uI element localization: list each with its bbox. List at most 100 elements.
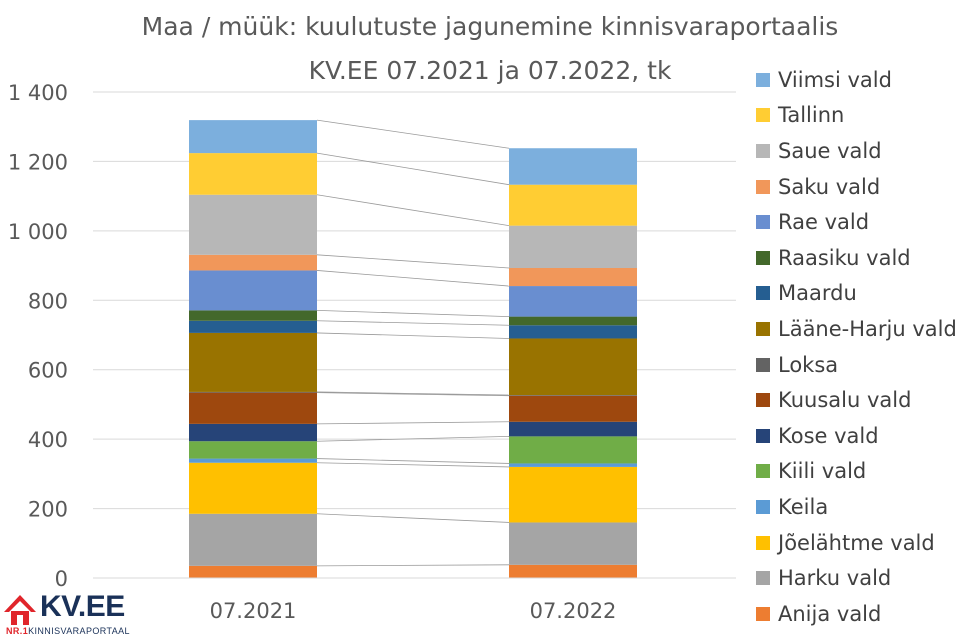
kv-ee-logo: KV.EE NR.1KINNISVARAPORTAAL [2,586,142,636]
legend-label: Lääne-Harju vald [778,316,957,341]
bar-segment [189,441,317,459]
bar-segment [509,148,637,185]
y-tick-label: 1 200 [8,150,68,174]
legend-swatch [756,179,770,194]
legend-label: Kiili vald [778,459,867,484]
series-line [316,332,510,339]
bar-segment [509,325,637,339]
chart-title: Maa / müük: kuulutuste jagunemine kinnis… [141,12,839,41]
series-line [316,564,510,567]
legend-item: Viimsi vald [756,62,957,98]
series-line [316,320,510,326]
legend-swatch [756,286,770,301]
series-line [316,309,510,318]
legend-item: Lääne-Harju vald [756,311,957,347]
bar-segment [189,194,317,255]
legend-swatch [756,108,770,123]
legend-item: Saue vald [756,133,957,169]
legend-swatch [756,215,770,230]
logo-name: KV.EE [40,590,125,623]
legend-label: Viimsi vald [778,67,892,92]
bar-segment [189,310,317,321]
bar-segment [189,513,317,566]
bar-segment [509,421,637,437]
legend-item: Tallinn [756,98,957,134]
legend-swatch [756,321,770,336]
y-tick-label: 800 [28,289,68,313]
y-tick-label: 1 400 [8,81,68,105]
bar-segment [509,184,637,226]
bar-segment [509,338,637,396]
series-line [316,458,510,464]
legend-item: Keila [756,489,957,525]
bar-segment [509,564,637,578]
y-tick-label: 1 000 [8,220,68,244]
series-line [316,270,510,287]
bar-segment [189,391,317,393]
legend-swatch [756,571,770,586]
legend-swatch [756,250,770,265]
legend-item: Harku vald [756,560,957,596]
bar-segment [189,462,317,514]
bar-segment [189,270,317,311]
bar-segment [509,436,637,464]
legend-label: Kuusalu vald [778,388,912,413]
bar-segment [189,254,317,271]
y-tick-label: 0 [55,567,68,591]
bar-segment [509,286,637,317]
bar-segment [509,395,637,396]
bar-segment [189,332,317,392]
x-tick-label: 07.2021 [210,599,297,623]
bar-segment [509,225,637,269]
legend-label: Harku vald [778,566,892,591]
chart-subtitle: KV.EE 07.2021 ja 07.2022, tk [308,56,672,85]
bar-segment [509,268,637,287]
legend-item: Maardu [756,276,957,312]
bar-segment [189,458,317,463]
series-line [316,462,510,468]
legend-item: Anija vald [756,596,957,632]
legend-label: Keila [778,494,829,519]
bar-segment [189,320,317,333]
legend-label: Jõelähtme vald [778,530,935,555]
y-tick-label: 400 [28,428,68,452]
legend-item: Kiili vald [756,454,957,490]
legend-swatch [756,606,770,621]
legend-label: Anija vald [778,601,882,626]
bar-segment [509,522,637,565]
legend-label: Tallinn [778,103,845,128]
legend-label: Kose vald [778,423,879,448]
series-connector-lines [316,119,510,567]
series-line [316,119,510,149]
legend-item: Loksa [756,347,957,383]
legend-swatch [756,393,770,408]
legend-label: Loksa [778,352,839,377]
series-line [316,513,510,523]
series-line [316,435,510,442]
bar-segment [509,316,637,326]
series-line [316,152,510,186]
legend-label: Saue vald [778,138,882,163]
legend-item: Kuusalu vald [756,382,957,418]
series-line [316,391,510,396]
house-icon [4,595,36,625]
series-line [316,254,510,269]
bar-segment [509,395,637,422]
legend-swatch [756,464,770,479]
bar-segment [189,120,317,154]
series-line [316,392,510,397]
bar-segment [189,392,317,424]
bar-segment [189,565,317,578]
legend-item: Kose vald [756,418,957,454]
legend-swatch [756,535,770,550]
legend-item: Jõelähtme vald [756,525,957,561]
legend-item: Rae vald [756,204,957,240]
bar-segment [189,423,317,442]
bars [189,120,637,578]
legend-swatch [756,72,770,87]
y-tick-label: 200 [28,498,68,522]
series-line [316,194,510,227]
bar-segment [509,463,637,467]
legend-label: Rae vald [778,210,870,235]
